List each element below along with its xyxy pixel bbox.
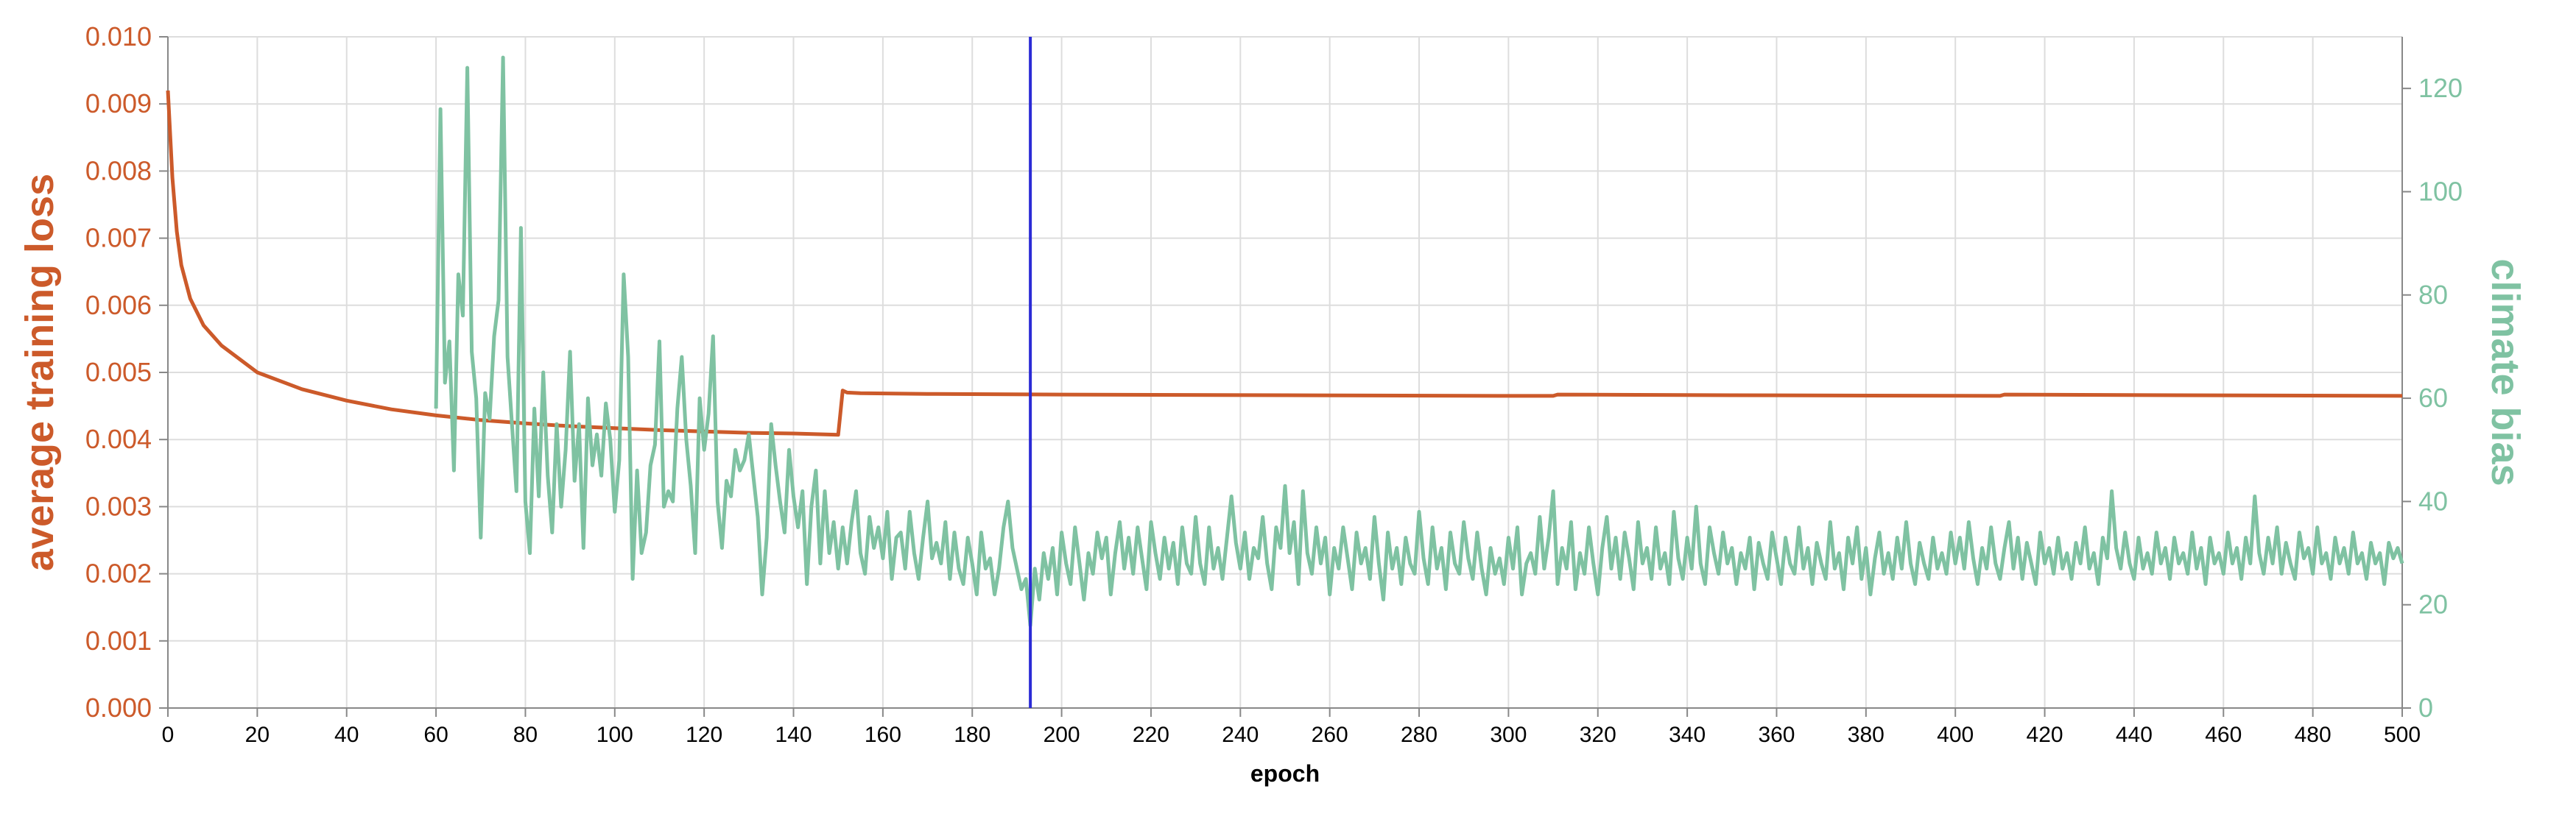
series-layer: [166, 55, 2404, 628]
climate-bias-line: [434, 55, 2404, 628]
y-right-tick-label: 60: [2418, 383, 2448, 413]
x-tick-label: 360: [1758, 723, 1795, 747]
x-tick-label: 140: [775, 723, 812, 747]
x-tick-label: 320: [1580, 723, 1616, 747]
x-tick-label: 400: [1937, 723, 1974, 747]
y-left-tick-label: 0.004: [85, 424, 152, 454]
x-tick-label: 240: [1222, 723, 1259, 747]
y-left-tick-label: 0.006: [85, 290, 152, 320]
y-left-tick-label: 0.003: [85, 491, 152, 521]
x-tick-label: 300: [1490, 723, 1527, 747]
x-tick-label: 180: [954, 723, 990, 747]
x-tick-label: 380: [1848, 723, 1885, 747]
y-right-axis-title: climate bias: [2483, 258, 2527, 486]
y-left-tick-label: 0.000: [85, 693, 152, 723]
x-tick-label: 440: [2116, 723, 2153, 747]
x-tick-label: 0: [162, 723, 175, 747]
y-right-tick-label: 20: [2418, 590, 2448, 620]
x-tick-label: 80: [513, 723, 538, 747]
x-tick-label: 60: [423, 723, 448, 747]
labels-layer: 0 20 40 60 80 100 120 140 160 180 200 220 240 260 280 3…: [18, 21, 2527, 787]
y-left-tick-label: 0.002: [85, 559, 152, 589]
y-right-tick-label: 80: [2418, 280, 2448, 310]
x-tick-label: 280: [1401, 723, 1437, 747]
x-tick-label: 500: [2384, 723, 2421, 747]
x-tick-label: 120: [686, 723, 722, 747]
x-tick-label: 260: [1312, 723, 1348, 747]
x-tick-label: 220: [1133, 723, 1169, 747]
y-left-tick-label: 0.009: [85, 88, 152, 118]
x-tick-label: 160: [865, 723, 901, 747]
x-tick-label: 40: [334, 723, 359, 747]
x-tick-label: 420: [2027, 723, 2063, 747]
y-left-tick-label: 0.008: [85, 155, 152, 185]
y-left-tick-label: 0.001: [85, 626, 152, 656]
y-right-tick-label: 120: [2418, 73, 2463, 103]
y-right-tick-label: 40: [2418, 486, 2448, 516]
y-left-tick-label: 0.010: [85, 21, 152, 52]
y-right-tick-label: 100: [2418, 176, 2463, 206]
x-tick-label: 200: [1044, 723, 1080, 747]
y-left-tick-label: 0.005: [85, 357, 152, 387]
y-right-tick-label: 0: [2418, 693, 2433, 723]
x-tick-label: 460: [2205, 723, 2242, 747]
x-axis-title: epoch: [1250, 760, 1320, 787]
x-tick-label: 480: [2295, 723, 2332, 747]
axes-layer: [159, 36, 2411, 717]
x-tick-label: 20: [245, 723, 270, 747]
x-tick-label: 100: [597, 723, 633, 747]
y-left-tick-label: 0.007: [85, 223, 152, 253]
y-left-axis-title: average training loss: [18, 174, 62, 571]
x-tick-label: 340: [1669, 723, 1706, 747]
